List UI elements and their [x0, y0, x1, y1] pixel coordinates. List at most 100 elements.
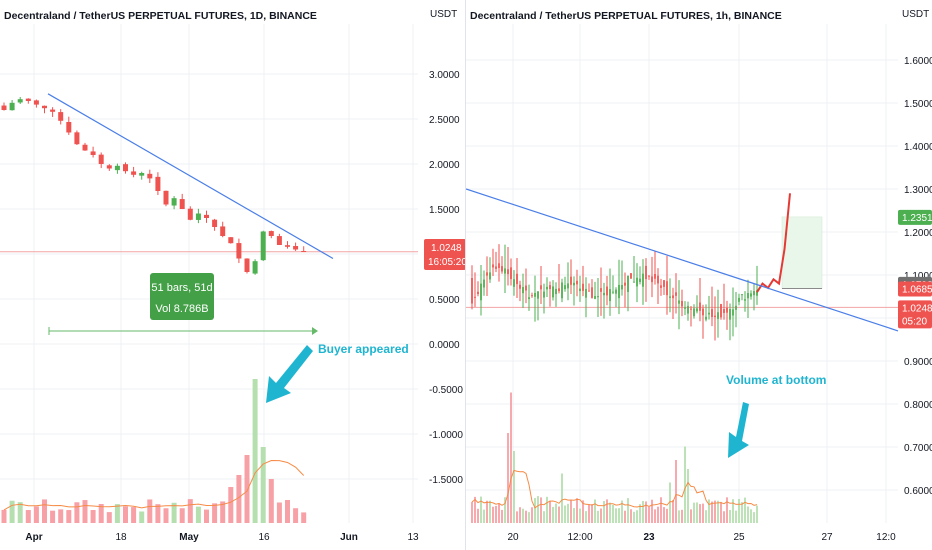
unit-label: USDT — [902, 9, 930, 20]
volume-bar — [552, 506, 554, 523]
volume-bar — [540, 497, 542, 523]
volume-bar — [648, 506, 650, 523]
measure-tooltip: 51 bars, 51d Vol 8.786B — [150, 273, 214, 320]
volume-bar — [606, 499, 608, 523]
candle-body — [187, 208, 193, 220]
candle-body — [244, 258, 250, 272]
volume-bar — [636, 510, 638, 523]
candle-body — [558, 288, 560, 292]
volume-bar — [702, 503, 704, 523]
candle-body — [477, 291, 479, 294]
volume-bar — [690, 509, 692, 523]
volume-bar — [615, 508, 617, 523]
unit-label: USDT — [430, 9, 458, 20]
candle-body — [114, 165, 120, 171]
daily-chart-svg[interactable]: 3.00002.50002.00001.50001.00000.50000.00… — [0, 0, 466, 550]
volume-bar — [738, 498, 740, 523]
volume-bar — [187, 499, 193, 523]
candle-body — [507, 269, 509, 275]
candle-body — [531, 295, 533, 297]
volume-bar — [33, 506, 39, 523]
candle-body — [9, 102, 15, 111]
y-tick-label: 1.3000 — [904, 185, 932, 196]
volume-bar — [600, 508, 602, 523]
candle-body — [139, 173, 145, 176]
volume-bar — [492, 506, 494, 523]
candles — [1, 96, 307, 523]
candle-body — [543, 291, 545, 298]
volume-bar — [301, 512, 307, 523]
volume-bar — [236, 475, 242, 523]
candle-body — [606, 286, 608, 296]
x-tick-label: 20 — [507, 532, 519, 543]
candle-body — [564, 285, 566, 290]
candles — [471, 244, 758, 523]
candle-body — [498, 263, 500, 268]
volume-bar — [516, 511, 518, 523]
candle-body — [699, 302, 701, 311]
candle-body — [528, 297, 530, 300]
volume-bar — [708, 499, 710, 523]
volume-bar — [486, 500, 488, 523]
volume-bar — [25, 510, 31, 523]
candle-body — [555, 288, 557, 295]
daily-chart-panel[interactable]: Decentraland / TetherUS PERPETUAL FUTURE… — [0, 0, 466, 550]
volume-bar — [534, 498, 536, 523]
candle-body — [576, 280, 578, 285]
volume-bar — [678, 510, 680, 523]
volume-bar — [657, 506, 659, 523]
candle-body — [618, 284, 620, 299]
candle-body — [624, 282, 626, 286]
candle-body — [570, 276, 572, 285]
candle-body — [672, 295, 674, 299]
candle-body — [594, 296, 596, 299]
candle-body — [50, 109, 56, 112]
volume-bar — [98, 503, 104, 523]
candle-body — [537, 291, 539, 299]
volume-bar — [204, 509, 209, 523]
volume-bar — [696, 502, 698, 523]
volume-bar — [666, 508, 668, 523]
candle-body — [657, 275, 659, 284]
candle-body — [654, 274, 656, 279]
volume-bar — [212, 503, 218, 523]
trendline — [466, 188, 899, 332]
candle-body — [534, 292, 536, 297]
candle-body — [546, 286, 548, 290]
candle-body — [260, 231, 266, 261]
volume-bar — [106, 512, 112, 523]
volume-bar — [753, 512, 755, 523]
volume-bar — [171, 502, 177, 523]
price-label-bg — [898, 300, 932, 329]
volume-bar — [114, 504, 120, 523]
volume-bar — [627, 498, 629, 523]
volume-bar — [570, 500, 572, 523]
y-tick-label: 0.5000 — [429, 295, 460, 306]
trendline — [47, 93, 334, 260]
candle-body — [82, 144, 88, 151]
volume-bar — [663, 507, 665, 523]
volume-bar — [163, 508, 169, 523]
candle-body — [123, 164, 128, 172]
candle-body — [735, 305, 737, 310]
measure-bars: 51 bars, 51d — [151, 282, 212, 294]
volume-bar — [477, 508, 479, 523]
candle-body — [495, 266, 497, 269]
candle-body — [582, 283, 584, 291]
panel-divider — [465, 0, 466, 550]
volume-bar — [720, 501, 722, 523]
hourly-chart-svg[interactable]: 1.60001.50001.40001.30001.20001.10001.00… — [466, 0, 932, 550]
candle-body — [588, 290, 590, 292]
candle-body — [645, 265, 647, 280]
candle-body — [17, 99, 23, 103]
candle-body — [663, 280, 665, 287]
volume-bar — [684, 446, 686, 523]
price-label-value: 1.0248 — [902, 303, 932, 314]
hourly-chart-panel[interactable]: Decentraland / TetherUS PERPETUAL FUTURE… — [466, 0, 932, 550]
volume-bar — [726, 497, 728, 523]
chart-title: Decentraland / TetherUS PERPETUAL FUTURE… — [470, 10, 782, 22]
candle-body — [486, 272, 488, 276]
volume-bar — [543, 511, 545, 523]
candle-body — [609, 289, 611, 302]
candle-body — [597, 296, 599, 298]
